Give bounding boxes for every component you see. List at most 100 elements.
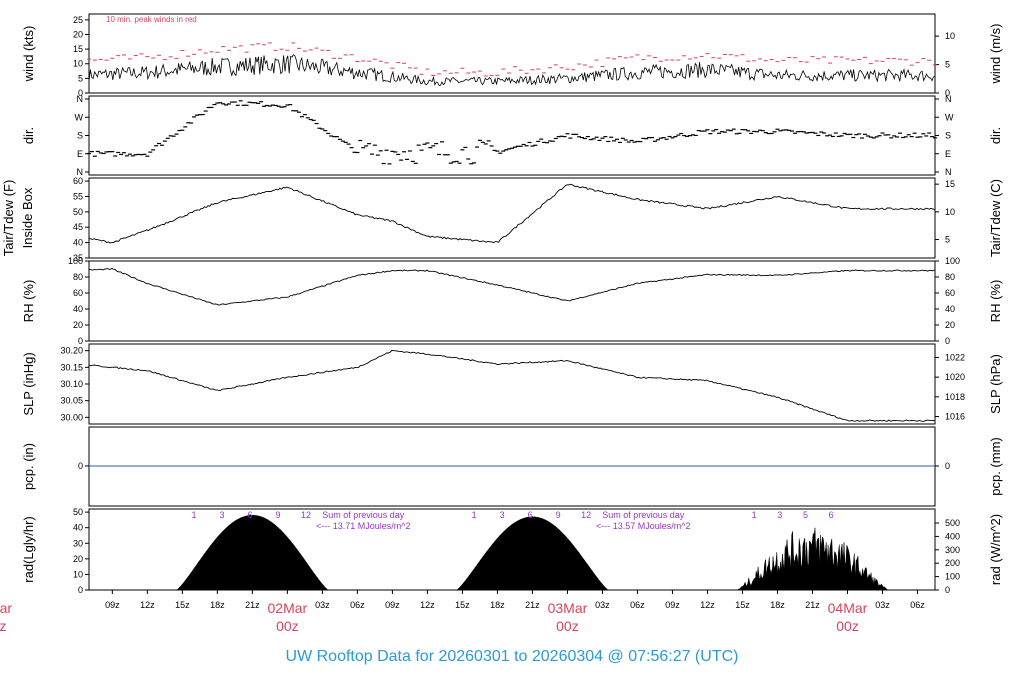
precipitation-ylabel-right: pcp. (mm) <box>988 437 1003 496</box>
humidity-y-tick-label: 20 <box>73 320 83 330</box>
pressure-y-tick-label: 30.05 <box>60 396 83 406</box>
pressure-panel-frame <box>88 343 936 425</box>
x-date-label: 04Mar <box>828 600 868 616</box>
humidity-y-tick-label: 40 <box>73 304 83 314</box>
radiation-hour-marker: 3 <box>500 510 505 520</box>
pressure-y-right-tick-label: 1022 <box>945 352 965 362</box>
radiation-hour-marker: 6 <box>248 510 253 520</box>
radiation-y-tick-label: 0 <box>78 585 83 595</box>
temperature-ylabel-left: Tair/Tdew (F) <box>1 180 16 257</box>
wind-y-tick-label: 25 <box>73 15 83 25</box>
x-date-time-label: 00z <box>836 618 859 634</box>
wind-ylabel-left: wind (kts) <box>21 26 36 83</box>
wind-y-right-tick-label: 0 <box>945 88 950 98</box>
pressure-y-right-tick-label: 1018 <box>945 392 965 402</box>
x-tick-label: 15z <box>175 600 190 610</box>
wind-y-tick-label: 0 <box>78 88 83 98</box>
pressure-y-tick-label: 30.00 <box>60 412 83 422</box>
radiation-y-tick-label: 50 <box>73 507 83 517</box>
humidity-y-tick-label: 80 <box>73 272 83 282</box>
x-tick-label: 03z <box>315 600 330 610</box>
radiation-hour-marker: 3 <box>220 510 225 520</box>
radiation-y-tick-label: 40 <box>73 523 83 533</box>
radiation-area-day-2 <box>455 516 610 591</box>
x-tick-label: 18z <box>210 600 225 610</box>
radiation-hour-marker: 6 <box>829 510 834 520</box>
temperature-y-tick-label: 45 <box>73 222 83 232</box>
humidity-y-right-tick-label: 80 <box>945 272 955 282</box>
radiation-sum-label: Sum of previous day <box>602 510 685 520</box>
wind-y-right-tick-label: 5 <box>945 60 950 70</box>
radiation-hour-marker: 12 <box>301 510 311 520</box>
x-tick-label: 21z <box>805 600 820 610</box>
pressure-y-right-tick-label: 1020 <box>945 372 965 382</box>
radiation-hour-marker: 1 <box>192 510 197 520</box>
x-date-time-label: 00z <box>556 618 579 634</box>
radiation-area-day-1 <box>175 514 330 591</box>
wind-y-tick-label: 15 <box>73 44 83 54</box>
radiation-hour-marker: 9 <box>556 510 561 520</box>
x-tick-label: 18z <box>770 600 785 610</box>
direction-y-right-tick-label: E <box>945 149 951 159</box>
humidity-line <box>89 268 935 306</box>
direction-y-right-tick-label: S <box>945 131 951 141</box>
radiation-y-right-tick-label: 400 <box>945 531 960 541</box>
radiation-sum-label: Sum of previous day <box>322 510 405 520</box>
pressure-ylabel-right: SLP (hPa) <box>988 354 1003 414</box>
radiation-y-right-tick-label: 300 <box>945 545 960 555</box>
radiation-hour-marker: 6 <box>528 510 533 520</box>
wind-panel-frame <box>88 13 936 94</box>
temperature-y-right-tick-label: 5 <box>945 235 950 245</box>
x-date-label-cut: Mar <box>0 600 12 616</box>
temperature-ylabel-right: Tair/Tdew (C) <box>988 179 1003 257</box>
radiation-y-tick-label: 10 <box>73 569 83 579</box>
radiation-hour-marker: 12 <box>581 510 591 520</box>
pressure-ylabel-left: SLP (inHg) <box>21 352 36 415</box>
wind-annotation: 10 min. peak winds in red <box>106 15 197 24</box>
direction-y-tick-label: W <box>75 112 84 122</box>
radiation-y-right-tick-label: 0 <box>945 585 950 595</box>
radiation-hour-marker: 3 <box>777 510 782 520</box>
radiation-y-right-tick-label: 500 <box>945 518 960 528</box>
radiation-sum-value: <--- 13.71 MJoules/m^2 <box>316 521 411 531</box>
humidity-y-right-tick-label: 40 <box>945 304 955 314</box>
x-tick-label: 15z <box>455 600 470 610</box>
x-tick-label: 03z <box>595 600 610 610</box>
radiation-y-tick-label: 20 <box>73 554 83 564</box>
x-date-label: 02Mar <box>268 600 308 616</box>
humidity-ylabel-left: RH (%) <box>21 280 36 323</box>
wind-y-tick-label: 10 <box>73 59 83 69</box>
direction-y-right-tick-label: N <box>945 167 952 177</box>
pressure-y-tick-label: 30.15 <box>60 362 83 372</box>
pressure-y-tick-label: 30.10 <box>60 379 83 389</box>
direction-y-tick-label: S <box>77 131 83 141</box>
direction-y-tick-label: N <box>77 167 84 177</box>
temperature-y-right-tick-label: 15 <box>945 179 955 189</box>
wind-y-right-tick-label: 10 <box>945 31 955 41</box>
x-tick-label: 03z <box>875 600 890 610</box>
x-tick-label: 06z <box>350 600 365 610</box>
x-tick-label: 18z <box>490 600 505 610</box>
x-tick-label: 21z <box>245 600 260 610</box>
x-date-time-label-cut: z <box>0 618 7 634</box>
direction-ylabel-left: dir. <box>21 127 36 144</box>
pressure-line <box>88 350 935 422</box>
temperature-ylabel-box: Inside Box <box>20 187 35 248</box>
temperature-y-tick-label: 55 <box>73 191 83 201</box>
radiation-area-day-3 <box>736 527 889 591</box>
x-tick-label: 09z <box>665 600 680 610</box>
x-tick-label: 12z <box>420 600 435 610</box>
wind-y-tick-label: 20 <box>73 29 83 39</box>
x-tick-label: 12z <box>140 600 155 610</box>
temperature-line <box>88 183 935 244</box>
direction-y-right-tick-label: W <box>945 112 954 122</box>
humidity-y-right-tick-label: 20 <box>945 320 955 330</box>
x-tick-label: 06z <box>630 600 645 610</box>
pressure-y-right-tick-label: 1016 <box>945 412 965 422</box>
precipitation-y-tick-label: 0 <box>78 461 83 471</box>
wind-speed-line <box>88 54 935 87</box>
humidity-y-tick-label: 60 <box>73 288 83 298</box>
wind-y-tick-label: 5 <box>78 73 83 83</box>
humidity-y-right-tick-label: 0 <box>945 336 950 346</box>
